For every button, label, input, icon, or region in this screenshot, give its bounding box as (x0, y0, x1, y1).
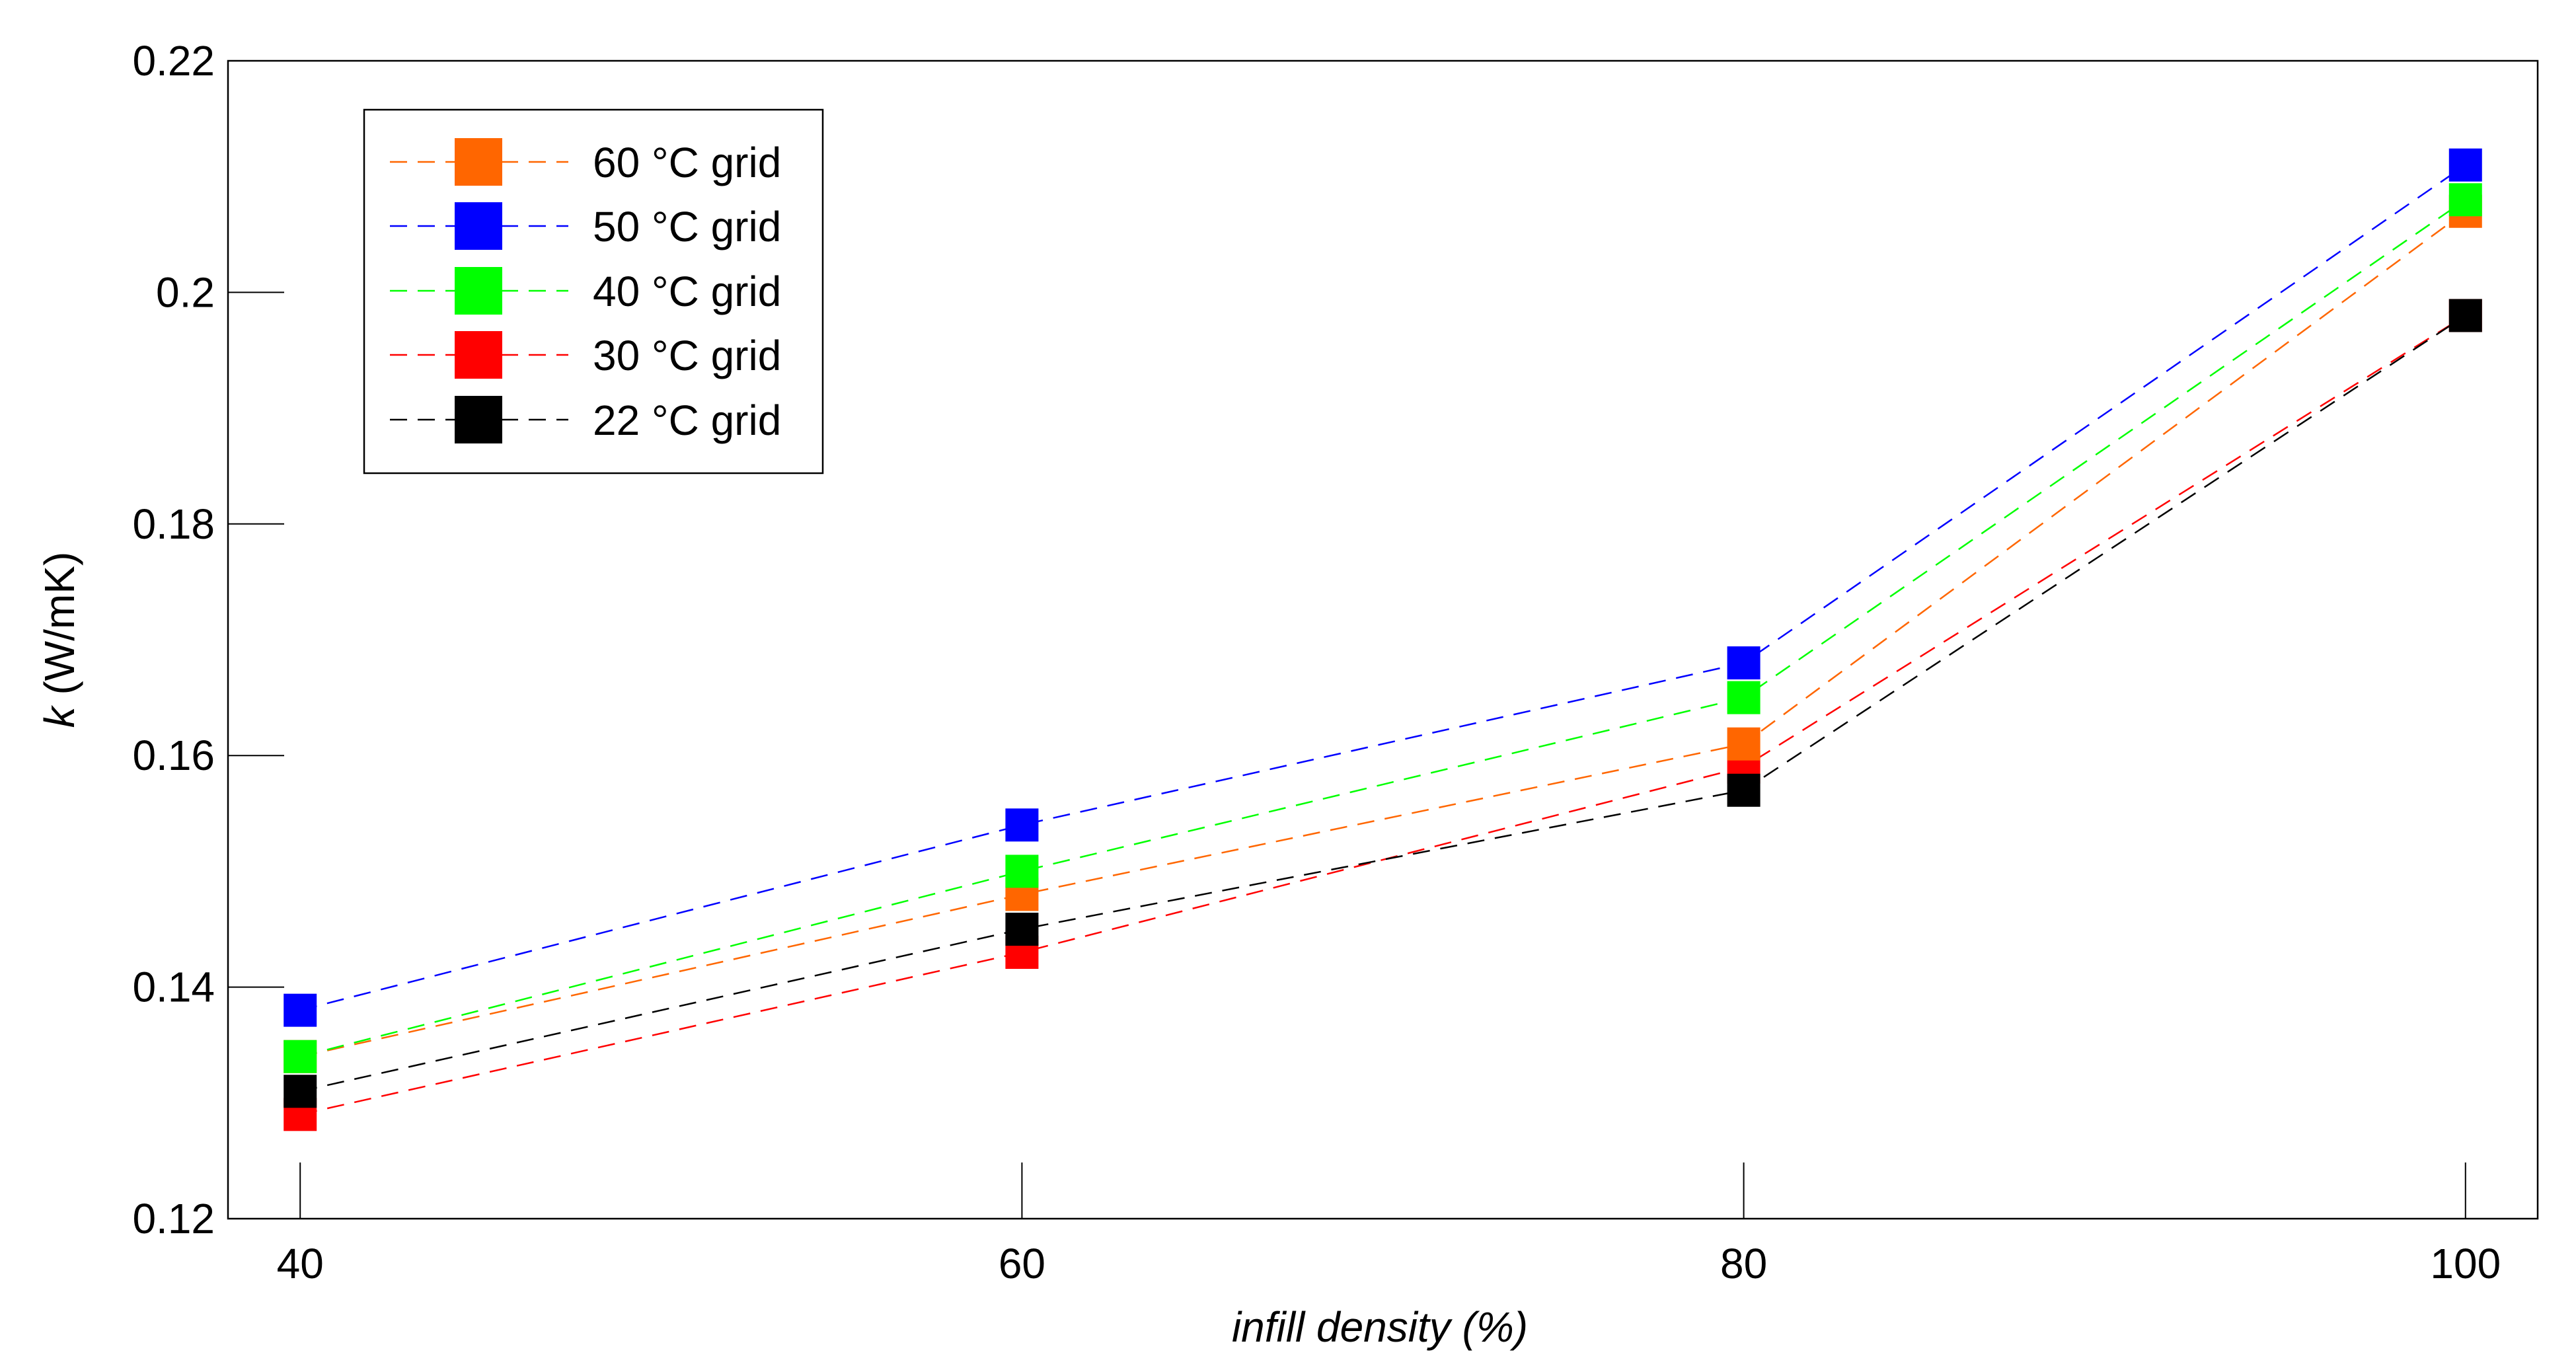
legend-label: 60 °C grid (593, 139, 781, 186)
series-line (299, 210, 2466, 1057)
data-point (2448, 148, 2482, 182)
y-tick-label: 0.2 (156, 268, 215, 316)
legend-label: 50 °C grid (593, 203, 781, 250)
series-line (299, 199, 2466, 1057)
x-tick-label: 40 (277, 1240, 324, 1287)
legend-marker (455, 331, 502, 379)
series-line (299, 164, 2466, 1011)
x-tick-label: 60 (999, 1240, 1045, 1287)
x-tick-label: 80 (1720, 1240, 1767, 1287)
plot-frame (227, 59, 2539, 1220)
series-lines (299, 164, 2466, 1116)
x-axis-label-text: infill density (%) (1232, 1303, 1528, 1351)
data-point (1727, 773, 1761, 807)
data-point (1727, 681, 1761, 714)
series-line (299, 315, 2466, 1092)
x-axis-label: infill density (%) (1232, 1303, 1528, 1351)
legend-marker (455, 138, 502, 186)
data-point (284, 993, 317, 1027)
y-tick-label: 0.18 (132, 500, 215, 548)
series-markers (284, 148, 2482, 1131)
data-point (1005, 808, 1039, 842)
data-point (1005, 855, 1039, 888)
series-line (299, 315, 2466, 1116)
legend-marker (455, 396, 502, 443)
legend-box (363, 108, 824, 475)
data-point (1727, 727, 1761, 761)
legend-label: 40 °C grid (593, 268, 781, 315)
data-point (2448, 299, 2482, 332)
legend-label: 30 °C grid (593, 332, 781, 379)
axis-ticks: 0.12 0.14 0.16 0.18 0.2 0.22 40 60 80 100 (132, 37, 2501, 1287)
y-tick-label: 0.16 (132, 732, 215, 779)
data-point (1727, 646, 1761, 680)
data-point (284, 1075, 317, 1108)
y-axis-label: k (W/mK) (36, 552, 83, 728)
data-point (1005, 913, 1039, 946)
y-axis-label-unit: (W/mK) (36, 552, 83, 695)
legend-label: 22 °C grid (593, 397, 781, 444)
legend-items: 60 °C grid 50 °C grid 40 °C grid 30 °C grid… (390, 138, 781, 444)
y-tick-label: 0.22 (132, 37, 215, 85)
y-tick-label: 0.12 (132, 1195, 215, 1242)
y-tick-label: 0.14 (132, 964, 215, 1011)
data-point (2448, 183, 2482, 217)
x-tick-label: 100 (2430, 1240, 2501, 1287)
legend-marker (455, 267, 502, 315)
y-axis-label-space (36, 695, 83, 707)
legend: 60 °C grid 50 °C grid 40 °C grid 30 °C grid… (363, 108, 824, 475)
data-point (284, 1040, 317, 1073)
legend-marker (455, 202, 502, 250)
y-axis-label-symbol: k (36, 705, 83, 728)
